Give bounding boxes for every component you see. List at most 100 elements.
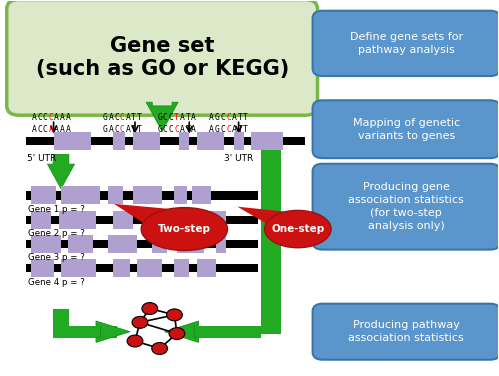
Bar xyxy=(108,235,137,253)
Text: T: T xyxy=(137,113,142,122)
Ellipse shape xyxy=(264,211,331,248)
Text: A: A xyxy=(209,113,214,122)
Bar xyxy=(197,132,224,150)
Text: G: G xyxy=(103,124,108,133)
Text: A: A xyxy=(209,124,214,133)
Text: A: A xyxy=(109,124,113,133)
Text: G: G xyxy=(157,124,162,133)
Bar xyxy=(113,132,125,150)
Text: A: A xyxy=(31,113,36,122)
Text: T: T xyxy=(186,113,191,122)
Bar xyxy=(261,270,280,330)
Text: A: A xyxy=(126,113,131,122)
Text: 3' UTR: 3' UTR xyxy=(224,155,253,164)
Text: A: A xyxy=(180,124,185,133)
Text: A: A xyxy=(54,124,59,133)
Bar xyxy=(177,235,204,253)
Text: Producing gene
association statistics
(for two-step
analysis only): Producing gene association statistics (f… xyxy=(348,182,464,232)
Bar xyxy=(251,132,283,150)
Circle shape xyxy=(167,309,182,321)
Circle shape xyxy=(132,316,148,328)
Text: A: A xyxy=(31,124,36,133)
Text: A: A xyxy=(60,124,65,133)
Text: A: A xyxy=(54,113,59,122)
Text: Mapping of genetic
variants to genes: Mapping of genetic variants to genes xyxy=(353,118,460,141)
Text: G: G xyxy=(215,124,220,133)
Bar xyxy=(26,215,258,224)
Bar xyxy=(175,259,189,277)
Polygon shape xyxy=(146,102,178,131)
Text: A: A xyxy=(48,124,53,133)
Text: One-step: One-step xyxy=(271,224,324,234)
Bar xyxy=(197,259,217,277)
Text: T: T xyxy=(174,113,179,122)
Circle shape xyxy=(127,335,143,347)
Text: C: C xyxy=(174,124,179,133)
Bar xyxy=(234,132,244,150)
Bar xyxy=(192,186,212,205)
Text: Producing pathway
association statistics: Producing pathway association statistics xyxy=(348,320,464,343)
Bar xyxy=(133,186,162,205)
Text: C: C xyxy=(114,113,119,122)
Bar xyxy=(261,147,280,330)
FancyBboxPatch shape xyxy=(312,304,499,360)
Bar xyxy=(26,240,258,248)
Bar xyxy=(53,132,91,150)
Text: A: A xyxy=(60,113,65,122)
Text: T: T xyxy=(137,124,142,133)
Text: C: C xyxy=(37,113,42,122)
Text: Gene 1 p = ?: Gene 1 p = ? xyxy=(28,205,85,214)
Text: Gene 4 p = ?: Gene 4 p = ? xyxy=(28,277,85,287)
Polygon shape xyxy=(114,204,176,225)
FancyBboxPatch shape xyxy=(312,100,499,158)
Bar xyxy=(31,259,53,277)
FancyBboxPatch shape xyxy=(312,164,499,250)
Text: A: A xyxy=(191,113,196,122)
Text: 5' UTR: 5' UTR xyxy=(27,155,57,164)
Text: A: A xyxy=(232,124,237,133)
Bar xyxy=(61,186,100,205)
Bar xyxy=(113,259,130,277)
Text: A: A xyxy=(126,124,131,133)
Bar xyxy=(61,259,95,277)
Circle shape xyxy=(152,343,168,355)
Text: C: C xyxy=(221,124,225,133)
Bar xyxy=(142,211,170,229)
Text: A: A xyxy=(65,113,70,122)
Bar xyxy=(182,211,197,229)
Text: Define gene sets for
pathway analysis: Define gene sets for pathway analysis xyxy=(350,32,463,55)
Text: T: T xyxy=(238,113,242,122)
Text: C: C xyxy=(163,113,168,122)
Polygon shape xyxy=(47,155,74,189)
Bar xyxy=(261,154,280,334)
Text: A: A xyxy=(232,113,237,122)
Bar xyxy=(152,235,167,253)
Bar xyxy=(31,235,61,253)
Text: C: C xyxy=(37,124,42,133)
Text: T: T xyxy=(238,124,242,133)
Text: Two-step: Two-step xyxy=(158,224,211,234)
Text: A: A xyxy=(191,124,196,133)
Bar xyxy=(175,186,187,205)
Text: T: T xyxy=(243,124,248,133)
Bar xyxy=(137,259,162,277)
Ellipse shape xyxy=(141,208,228,250)
Bar xyxy=(26,137,305,146)
Bar xyxy=(113,211,133,229)
Text: A: A xyxy=(65,124,70,133)
Text: C: C xyxy=(48,113,53,122)
Text: C: C xyxy=(169,124,174,133)
Bar xyxy=(133,132,160,150)
Bar xyxy=(202,211,226,229)
Text: C: C xyxy=(226,124,231,133)
Text: G: G xyxy=(157,113,162,122)
Bar xyxy=(180,132,189,150)
Text: T: T xyxy=(243,113,248,122)
Text: C: C xyxy=(43,124,47,133)
Text: T: T xyxy=(131,113,136,122)
FancyBboxPatch shape xyxy=(312,11,499,76)
Text: Gene 2 p = ?: Gene 2 p = ? xyxy=(28,229,85,238)
Text: G: G xyxy=(215,113,220,122)
Text: C: C xyxy=(169,113,174,122)
Bar xyxy=(68,235,93,253)
